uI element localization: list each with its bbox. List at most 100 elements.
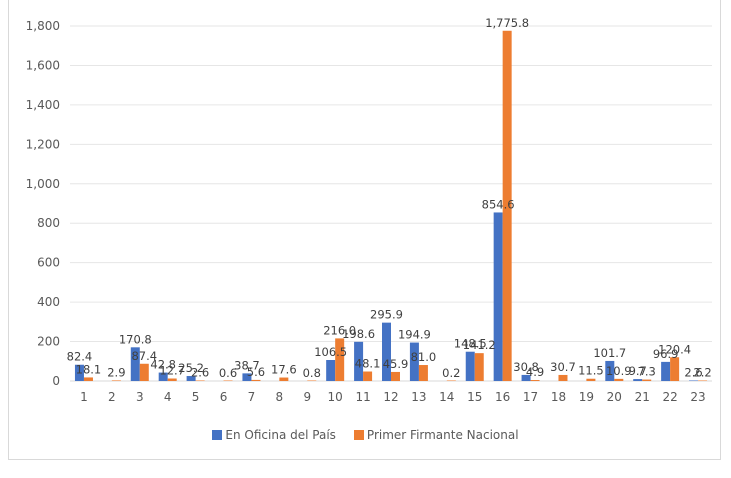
bar-primer-firmante (558, 374, 568, 381)
data-label: 194.9 (398, 328, 431, 342)
y-tick-label: 0 (52, 374, 60, 388)
bar-primer-firmante (670, 357, 680, 381)
x-tick-label: 17 (523, 390, 538, 404)
bar-primer-firmante (279, 377, 289, 381)
x-tick-label: 6 (220, 390, 228, 404)
x-tick-label: 12 (383, 390, 398, 404)
bar-primer-firmante (223, 380, 233, 381)
bar-oficina (409, 342, 419, 381)
data-label: 9.7 (629, 364, 647, 378)
bar-oficina (633, 379, 643, 381)
bar-primer-firmante (111, 380, 121, 381)
bar-oficina (326, 359, 336, 381)
x-tick-label: 8 (276, 390, 284, 404)
data-label: 216.0 (323, 323, 356, 337)
bar-oficina (354, 341, 364, 381)
bar-primer-firmante (698, 380, 708, 381)
bar-oficina (521, 374, 531, 381)
bar-oficina (74, 364, 84, 381)
x-tick-label: 10 (328, 390, 343, 404)
legend: En Oficina del País Primer Firmante Naci… (0, 428, 731, 442)
y-tick-label: 600 (37, 256, 60, 270)
data-label: 18.1 (76, 362, 102, 376)
bar-oficina (242, 373, 252, 381)
bar-primer-firmante (167, 378, 177, 381)
data-label: 854.6 (482, 197, 515, 211)
bar-primer-firmante (83, 377, 93, 381)
x-tick-label: 11 (355, 390, 370, 404)
x-tick-label: 18 (551, 390, 566, 404)
x-tick-label: 16 (495, 390, 510, 404)
data-label: 1,775.8 (485, 16, 529, 30)
bar-primer-firmante (642, 379, 652, 381)
bar-primer-firmante (363, 371, 373, 381)
data-label: 81.0 (411, 350, 437, 364)
x-tick-label: 4 (164, 390, 172, 404)
data-label: 4.9 (526, 365, 544, 379)
bar-primer-firmante (195, 380, 205, 381)
bar-primer-firmante (251, 379, 261, 381)
data-label: 148.5 (454, 337, 487, 351)
data-label: 106.5 (314, 345, 347, 359)
x-tick-label: 22 (662, 390, 677, 404)
bar-oficina (130, 347, 140, 381)
x-tick-label: 20 (607, 390, 622, 404)
gridlines (70, 25, 712, 382)
y-tick-label: 1,800 (26, 19, 60, 33)
legend-item-oficina: En Oficina del País (212, 428, 336, 442)
bar-primer-firmante (391, 371, 400, 381)
bar-oficina (689, 380, 699, 381)
data-label: 141.2 (463, 338, 496, 352)
bar-oficina (661, 361, 671, 381)
data-label: 170.8 (119, 332, 152, 346)
data-label: 7.3 (638, 365, 656, 379)
data-label: 2.6 (684, 365, 702, 379)
x-tick-label: 15 (467, 390, 482, 404)
data-label: 295.9 (370, 308, 403, 322)
data-label: 30.7 (550, 360, 576, 374)
bar-primer-firmante (474, 353, 484, 381)
y-tick-label: 1,200 (26, 137, 60, 151)
y-tick-label: 1,600 (26, 58, 60, 72)
y-axis: 0 200 400 600 800 1,000 1,200 1,400 1,600 1,800 (26, 19, 60, 388)
x-axis: 1 2 3 4 5 6 7 8 9 10 11 12 13 14 15 16 17 18 19 20 21 22 23 (80, 390, 706, 404)
x-tick-label: 2 (108, 390, 116, 404)
y-tick-label: 200 (37, 335, 60, 349)
data-label: 11.5 (578, 364, 604, 378)
data-label: 82.4 (67, 350, 93, 364)
data-label: 2.2 (693, 366, 711, 380)
bar-primer-firmante (586, 378, 596, 381)
data-label: 38.7 (234, 358, 260, 372)
x-tick-label: 5 (192, 390, 200, 404)
bar-primer-firmante (530, 380, 540, 381)
bar-oficina (186, 376, 196, 381)
bar-oficina (465, 351, 475, 381)
legend-label: Primer Firmante Nacional (366, 428, 519, 442)
x-tick-label: 1 (80, 390, 88, 404)
data-label: 120.4 (658, 342, 691, 356)
x-tick-label: 14 (439, 390, 454, 404)
y-tick-label: 1,000 (26, 177, 60, 191)
data-label: 25.2 (178, 361, 204, 375)
data-label: 198.6 (342, 327, 375, 341)
data-label: 45.9 (383, 357, 409, 371)
data-label: 48.1 (355, 357, 381, 371)
chart-frame (8, 0, 721, 460)
data-label: 2.9 (107, 365, 125, 379)
data-label: 10.9 (606, 364, 632, 378)
data-label: 101.7 (593, 346, 626, 360)
legend-label: En Oficina del País (225, 428, 336, 442)
x-tick-label: 19 (579, 390, 594, 404)
y-tick-label: 800 (37, 216, 60, 230)
bar-primer-firmante (335, 338, 345, 381)
bar-primer-firmante (502, 30, 512, 382)
data-label: 30.8 (513, 360, 539, 374)
bar-primer-firmante (307, 380, 317, 381)
bar-oficina (158, 372, 168, 381)
legend-item-primer-firmante: Primer Firmante Nacional (353, 428, 519, 442)
bar-primer-firmante (139, 363, 149, 381)
legend-swatch-orange (353, 430, 364, 440)
data-label: 0.2 (442, 366, 460, 380)
